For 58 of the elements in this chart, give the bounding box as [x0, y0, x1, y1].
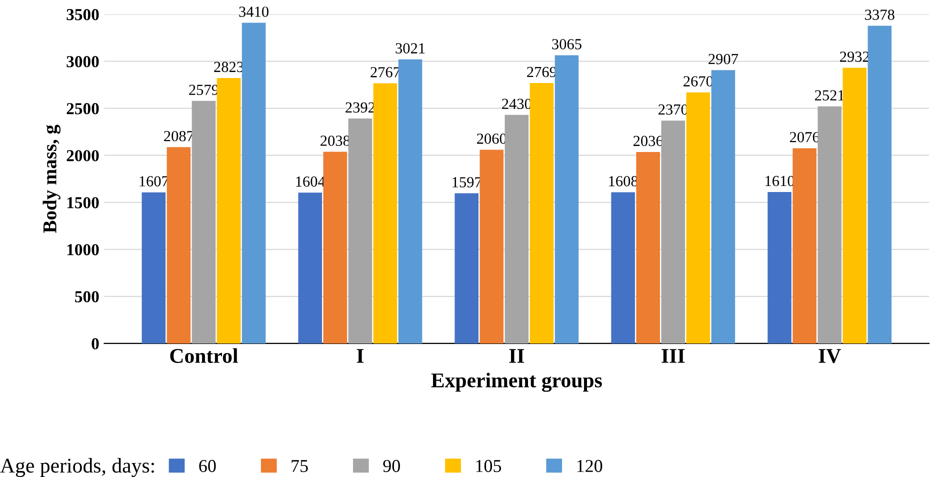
- bar: [398, 59, 422, 344]
- data-label: 2087: [164, 130, 194, 142]
- x-axis-title: Experiment groups: [431, 372, 602, 392]
- data-label: 2521: [814, 90, 844, 100]
- bar: [842, 68, 867, 344]
- x-tick-label: III: [662, 349, 685, 363]
- y-tick-label: 1000: [67, 244, 99, 256]
- data-label: 1607: [140, 176, 168, 186]
- bar: [348, 118, 372, 344]
- data-label: 2907: [708, 54, 738, 64]
- bar: [373, 83, 398, 344]
- bar: [868, 26, 892, 344]
- data-label: 3065: [552, 39, 582, 50]
- data-label: 2932: [840, 52, 870, 62]
- bar: [611, 192, 635, 344]
- data-label: 2392: [346, 102, 375, 113]
- x-tick-label: Control: [170, 348, 238, 363]
- y-tick-label: 1500: [67, 197, 99, 208]
- data-label: 1597: [452, 177, 482, 188]
- bar: [166, 147, 191, 344]
- legend-label: 105: [476, 460, 502, 472]
- legend-title: Age periods, days:: [0, 458, 154, 477]
- y-tick-label: 3000: [66, 56, 99, 68]
- y-tick-label: 2000: [66, 150, 99, 162]
- bar: [661, 120, 686, 344]
- y-tick-label: 2500: [66, 103, 99, 114]
- data-label: 3021: [396, 43, 425, 54]
- data-label: 2767: [370, 67, 400, 78]
- bar: [298, 192, 322, 344]
- bar: [192, 100, 216, 344]
- bar: [454, 193, 478, 344]
- x-tick-label: IV: [818, 349, 841, 364]
- legend-label: 120: [577, 460, 602, 472]
- data-label: 3410: [239, 6, 268, 17]
- bar: [818, 106, 842, 344]
- bar: [242, 22, 266, 344]
- bar: [142, 192, 166, 344]
- y-tick-label: 500: [75, 291, 99, 302]
- y-axis-title: Body mass, g: [42, 124, 61, 233]
- y-tick-label: 3500: [66, 9, 99, 20]
- bar: [323, 152, 348, 344]
- legend-label: 75: [292, 460, 308, 472]
- bar: [686, 92, 710, 344]
- x-tick-label: II: [509, 349, 524, 363]
- data-label: 3378: [865, 10, 894, 20]
- bar: [530, 83, 554, 344]
- x-tick-label: I: [356, 349, 364, 363]
- bar: [554, 55, 579, 344]
- y-tick-label: 0: [92, 338, 99, 350]
- bar: [216, 78, 241, 344]
- bar: [636, 152, 660, 344]
- bar: [504, 114, 529, 344]
- legend-label: 90: [383, 460, 400, 472]
- bar: [792, 148, 816, 344]
- legend-label: 60: [199, 460, 216, 472]
- bar: [480, 150, 504, 344]
- bar: [768, 192, 792, 344]
- bar: [711, 70, 736, 344]
